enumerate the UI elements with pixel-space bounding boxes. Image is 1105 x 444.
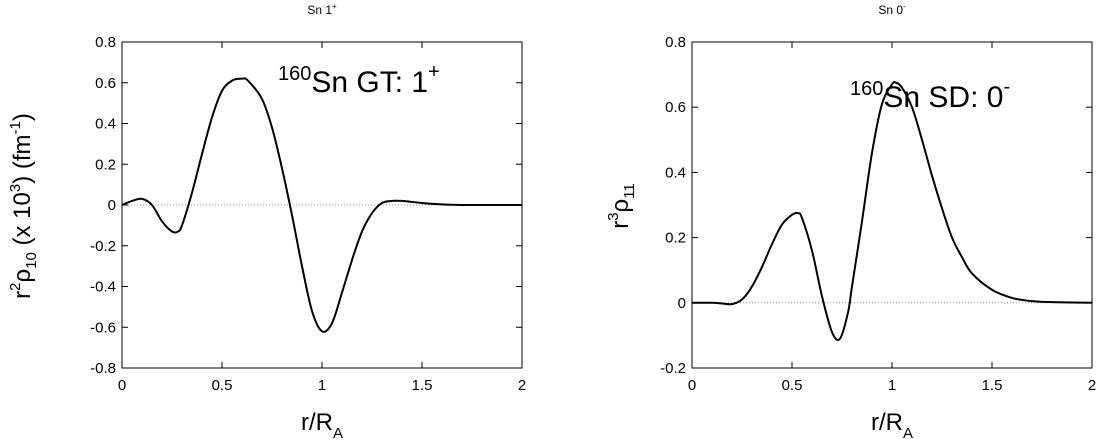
- svg-text:r3ρ11: r3ρ11: [605, 183, 638, 229]
- right-x-tick-label: 0: [688, 377, 696, 394]
- left-ylabel-unit-sup: -1: [7, 121, 24, 134]
- right-y-tick-label: 0.4: [665, 164, 686, 181]
- right-axis-ticks: 0 0.5 1 1.5 2-0.200.20.40.60.8: [660, 34, 1096, 394]
- right-x-tick-label: 2: [1088, 377, 1096, 394]
- right-xlabel-sub: A: [903, 425, 913, 442]
- right-y-tick-label: 0: [678, 295, 686, 312]
- left-x-tick-label: 0.5: [212, 377, 233, 394]
- right-ylabel-rho: ρ: [607, 199, 634, 213]
- left-ylabel-rho: ρ: [9, 269, 36, 283]
- left-ylabel-tail: ): [9, 113, 36, 121]
- right-x-tick-label: 1.5: [982, 377, 1003, 394]
- left-ylabel-paren-open: (x 10: [9, 192, 36, 252]
- right-y-tick-label: -0.2: [660, 360, 686, 377]
- left-ylabel-paren-close: ) (fm: [9, 134, 36, 183]
- left-x-tick-label: 1.5: [412, 377, 433, 394]
- left-annotation-sup: +: [428, 61, 440, 83]
- svg-text:r2ρ10 (x 103) (fm-1): r2ρ10 (x 103) (fm-1): [7, 113, 40, 299]
- right-annotation-mass: 160: [850, 78, 883, 100]
- left-annotation-mass: 160: [278, 63, 311, 85]
- left-annotation-main: Sn GT: 1: [311, 66, 428, 99]
- right-panel: Sn 0- 0 0.5 1 1.5 2-0.200.20.40.60.8 160Sn S…: [605, 2, 1096, 442]
- left-series-group: [121, 77, 522, 333]
- right-y-axis-label: r3ρ11: [605, 183, 638, 229]
- left-y-axis-label: r2ρ10 (x 103) (fm-1): [7, 113, 40, 299]
- left-x-axis-label: r/RA: [301, 409, 343, 442]
- left-title-sup: +: [332, 2, 337, 11]
- right-annotation-main: Sn SD: 0: [883, 81, 1003, 114]
- right-annotation-sup: -: [1003, 76, 1010, 98]
- left-title-base: Sn 1: [307, 3, 332, 17]
- left-series-line-0: [121, 77, 522, 333]
- right-series-group: [691, 81, 1093, 342]
- right-series-line-0: [691, 81, 1093, 342]
- right-x-axis-label: r/RA: [871, 409, 913, 442]
- left-ylabel-r: r: [9, 291, 36, 299]
- right-x-tick-label: 0.5: [782, 377, 803, 394]
- left-y-tick-label: -0.4: [90, 279, 116, 296]
- left-xlabel-sub: A: [333, 425, 343, 442]
- left-x-tick-label: 2: [518, 377, 526, 394]
- left-y-tick-label: 0.6: [95, 75, 116, 92]
- right-ylabel-r-sup: 3: [605, 212, 622, 220]
- left-y-tick-label: -0.8: [90, 360, 116, 377]
- left-x-tick-label: 0: [118, 377, 126, 394]
- left-y-tick-label: -0.6: [90, 319, 116, 336]
- left-y-tick-label: 0.4: [95, 116, 116, 133]
- right-title-sup: -: [903, 2, 906, 11]
- right-chart-title: Sn 0-: [878, 2, 906, 17]
- right-y-tick-label: 0.6: [665, 99, 686, 116]
- right-y-tick-label: 0.8: [665, 34, 686, 51]
- right-annotation: 160Sn SD: 0-: [850, 76, 1010, 114]
- left-annotation: 160Sn GT: 1+: [278, 61, 440, 99]
- left-ylabel-r-sup: 2: [7, 283, 24, 291]
- left-y-tick-label: -0.2: [90, 238, 116, 255]
- left-ylabel-rho-sub: 10: [23, 252, 40, 269]
- right-xlabel-base: r/R: [871, 409, 903, 436]
- left-y-tick-label: 0.2: [95, 156, 116, 173]
- right-ylabel-r: r: [607, 221, 634, 229]
- left-x-tick-label: 1: [318, 377, 326, 394]
- left-chart-title: Sn 1+: [307, 2, 337, 17]
- left-y-tick-label: 0.8: [95, 34, 116, 51]
- left-ylabel-exp-sup: 3: [7, 184, 24, 192]
- right-y-tick-label: 0.2: [665, 230, 686, 247]
- left-axis-ticks: 0 0.5 1 1.5 2 -0.8 -0.6 -0.4 -0.2 0 0.2 0.4 0.6 0.8: [90, 34, 526, 394]
- left-panel: Sn 1+ 0 0.5 1 1.5 2-0.8-0.6-0.4-0.200.20.40.…: [7, 2, 526, 442]
- right-ylabel-rho-sub: 11: [621, 183, 638, 199]
- left-y-tick-label: 0: [108, 197, 116, 214]
- right-x-tick-label: 1: [888, 377, 896, 394]
- right-title-base: Sn 0: [878, 3, 903, 17]
- left-xlabel-base: r/R: [301, 409, 333, 436]
